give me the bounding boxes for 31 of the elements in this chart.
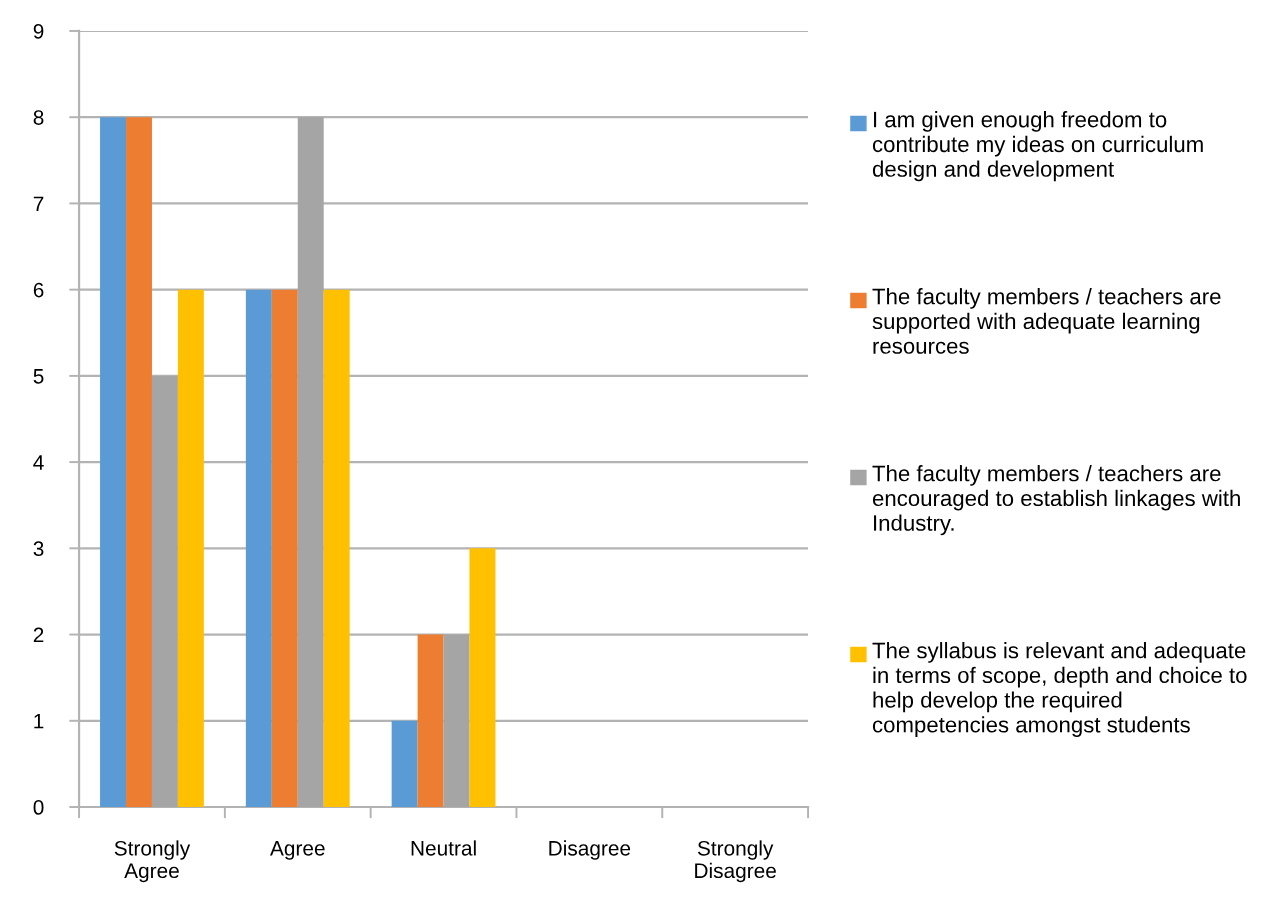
bar — [245, 289, 272, 808]
bar — [443, 634, 470, 808]
legend-label: The syllabus is relevant and adequate in terms of scope, depth and choice to help develop the required competencies amongst students — [872, 642, 1247, 737]
bar — [391, 720, 418, 808]
y-tick-label: 8 — [33, 110, 44, 125]
y-tick-label: 7 — [33, 196, 44, 211]
x-tick-label: Strongly Disagree — [695, 840, 776, 883]
bar — [126, 117, 152, 808]
x-tick-label: Strongly Agree — [114, 840, 191, 883]
bar — [323, 289, 350, 808]
y-tick-label: 3 — [33, 541, 44, 557]
bar — [417, 634, 444, 808]
legend-label: The faculty members / teachers are supported with adequate learning resources — [872, 288, 1221, 354]
y-tick-label: 1 — [34, 714, 44, 729]
legend-label: I am given enough freedom to contribute my ideas on curriculum design and development — [872, 111, 1203, 182]
y-tick-label: 5 — [33, 369, 44, 384]
bar — [177, 289, 204, 808]
x-tick-label: Neutral — [411, 840, 476, 856]
y-tick-label: 2 — [33, 627, 44, 643]
y-tick-label: 4 — [33, 455, 44, 470]
bar — [271, 289, 298, 808]
y-tick-label: 6 — [33, 282, 44, 298]
y-tick-label: 0 — [33, 800, 44, 815]
bar — [297, 117, 324, 808]
legend-label: The faculty members / teachers are encouraged to establish linkages with Industry. — [872, 465, 1240, 536]
y-tick-label: 9 — [33, 23, 44, 39]
x-tick-label: Agree — [270, 841, 325, 860]
bar — [469, 548, 496, 808]
x-tick-label: Disagree — [549, 840, 631, 860]
bar — [151, 375, 178, 808]
bar — [100, 117, 127, 808]
